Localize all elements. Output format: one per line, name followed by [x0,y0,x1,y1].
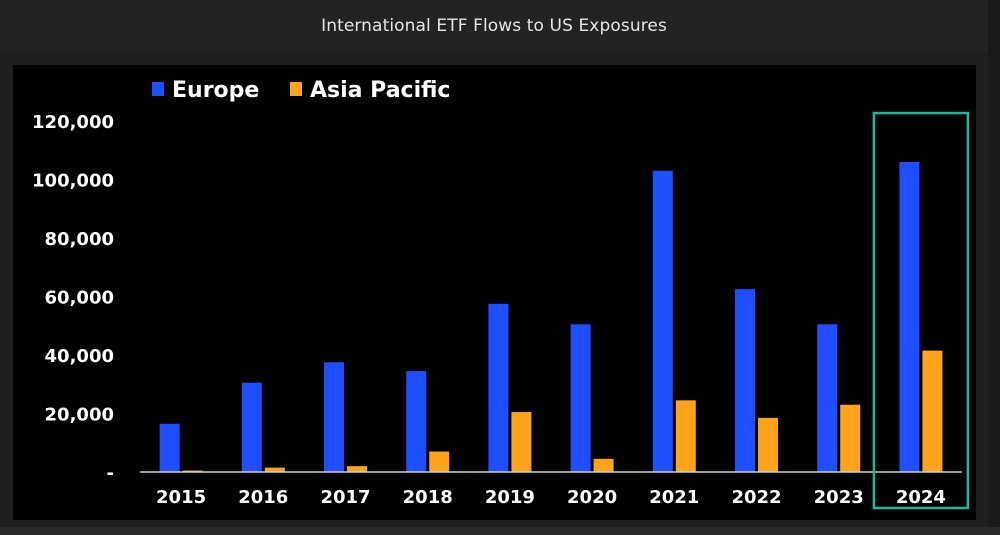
highlight-box [872,111,970,510]
y-tick-label: - [107,463,114,484]
bar-europe-2018 [406,371,427,472]
window-edge [988,0,1000,535]
x-tick-label: 2024 [896,487,946,508]
x-axis: 2015 2016 2017 2018 2019 2020 2021 2022 2023 2024 [140,471,962,508]
x-tick-label: 2022 [731,487,781,508]
bar-europe-2022 [735,289,755,472]
bar-asia-pacific-2018 [429,451,450,472]
bar-europe-2019 [488,303,509,472]
y-tick-label: 80,000 [45,229,114,250]
x-tick-label: 2016 [238,487,288,508]
y-tick-label: 60,000 [45,288,114,309]
bars [159,161,943,472]
bar-asia-pacific-2021 [675,400,696,472]
highlight-rect-2024 [872,111,970,510]
bar-asia-pacific-2019 [511,412,532,472]
bar-europe-2015 [159,423,180,472]
y-tick-label: 100,000 [32,171,114,192]
legend-label-0: Europe [172,78,259,103]
bar-europe-2016 [241,382,262,472]
x-tick-label: 2017 [320,487,370,508]
legend-label-1: Asia Pacific [310,78,450,103]
bar-asia-pacific-2022 [758,417,778,472]
x-tick-label: 2018 [403,487,453,508]
bottom-scrollbar [0,527,1000,535]
x-tick-label: 2019 [485,487,535,508]
legend: Europe Asia Pacific [152,78,450,103]
bar-asia-pacific-2023 [840,404,861,472]
y-tick-label: 20,000 [45,405,114,426]
bar-europe-2024 [899,161,920,472]
y-tick-label: 120,000 [32,112,114,133]
x-tick-label: 2023 [814,487,864,508]
bar-asia-pacific-2017 [347,466,367,472]
bar-asia-pacific-2016 [264,467,285,472]
x-tick-label: 2021 [649,487,699,508]
x-tick-label: 2015 [156,487,206,508]
chart-title: International ETF Flows to US Exposures [321,16,667,36]
bar-europe-2020 [570,324,591,472]
legend-swatch-1 [290,82,302,96]
x-tick-label: 2020 [567,487,617,508]
bar-europe-2021 [652,170,673,472]
title-bar: International ETF Flows to US Exposures [0,0,989,52]
y-axis: - 20,000 40,000 60,000 80,000 100,000 120,000 [32,112,114,484]
bar-europe-2023 [817,324,838,472]
y-tick-label: 40,000 [45,346,114,367]
bar-asia-pacific-2020 [593,458,614,472]
bar-asia-pacific-2024 [922,350,943,472]
legend-swatch-0 [152,82,164,96]
bar-europe-2017 [324,362,344,472]
